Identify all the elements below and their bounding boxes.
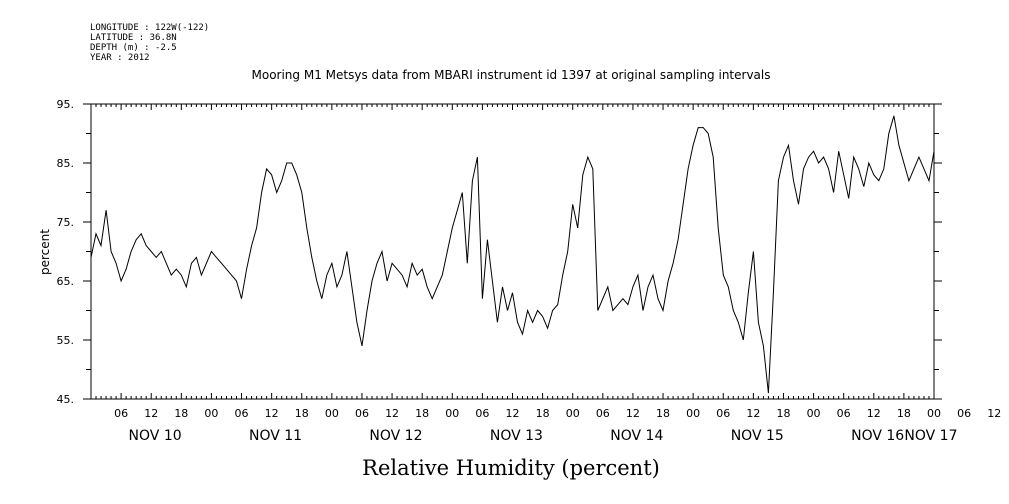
x-tick-label: 18 — [656, 407, 670, 420]
x-tick-label: 18 — [295, 407, 309, 420]
x-tick-label: 00 — [445, 407, 459, 420]
day-label: NOV 11 — [249, 428, 302, 444]
day-label: NOV 16 — [851, 428, 904, 444]
x-tick-label: 00 — [927, 407, 941, 420]
chart-title: Mooring M1 Metsys data from MBARI instru… — [252, 68, 771, 82]
day-labels: NOV 10 NOV 11 NOV 12 NOV 13 NOV 14 NOV 15 NOV … — [129, 428, 958, 444]
x-tick-label: 06 — [475, 407, 489, 420]
plot-frame — [90, 103, 935, 400]
day-label: NOV 17 — [904, 428, 957, 444]
x-tick-label: 06 — [114, 407, 128, 420]
x-tick-label: 12 — [626, 407, 640, 420]
x-tick-label: 12 — [506, 407, 520, 420]
humidity-series-line — [90, 115, 935, 394]
y-tick-label: 85. — [57, 157, 75, 170]
x-tick-label: 06 — [837, 407, 851, 420]
day-label: NOV 10 — [129, 428, 182, 444]
day-label: NOV 12 — [369, 428, 422, 444]
y-tick-label: 45. — [57, 393, 75, 406]
y-tick-label: 75. — [57, 216, 75, 229]
x-tick-label: 12 — [987, 407, 1001, 420]
y-tick-label: 65. — [57, 275, 75, 288]
x-tick-label: 06 — [355, 407, 369, 420]
day-label: NOV 15 — [731, 428, 784, 444]
day-label: NOV 13 — [490, 428, 543, 444]
x-tick-label: 00 — [807, 407, 821, 420]
x-tick-label: 06 — [716, 407, 730, 420]
x-tick-labels: 06 12 18 00 06 12 18 00 06 12 18 00 06 12 18 00 06 12 18 00… — [114, 407, 1001, 420]
x-tick-label: 06 — [596, 407, 610, 420]
depth-label: DEPTH (m) : -2.5 — [90, 43, 177, 53]
x-tick-label: 12 — [385, 407, 399, 420]
y-tick-labels: 45. 55. 65. 75. 85. 95. — [57, 98, 75, 406]
x-tick-label: 06 — [235, 407, 249, 420]
y-tick-label: 55. — [57, 334, 75, 347]
x-tick-label: 12 — [144, 407, 158, 420]
x-tick-label: 00 — [566, 407, 580, 420]
x-tick-label: 00 — [204, 407, 218, 420]
longitude-label: LONGITUDE : 122W(-122) — [90, 23, 209, 33]
ticks-layer — [83, 103, 942, 400]
latitude-label: LATITUDE : 36.8N — [90, 33, 177, 43]
x-tick-label: 12 — [265, 407, 279, 420]
x-tick-label: 12 — [746, 407, 760, 420]
day-label: NOV 14 — [610, 428, 663, 444]
x-tick-label: 00 — [686, 407, 700, 420]
year-label: YEAR : 2012 — [90, 53, 150, 63]
y-axis-label: percent — [38, 229, 52, 275]
x-tick-label: 18 — [897, 407, 911, 420]
x-tick-label: 00 — [325, 407, 339, 420]
x-tick-label: 18 — [536, 407, 550, 420]
y-tick-label: 95. — [57, 98, 75, 111]
x-axis-label: Relative Humidity (percent) — [362, 456, 660, 480]
x-tick-label: 18 — [776, 407, 790, 420]
x-tick-label: 06 — [957, 407, 971, 420]
x-tick-label: 12 — [867, 407, 881, 420]
x-tick-label: 18 — [174, 407, 188, 420]
x-tick-label: 18 — [415, 407, 429, 420]
